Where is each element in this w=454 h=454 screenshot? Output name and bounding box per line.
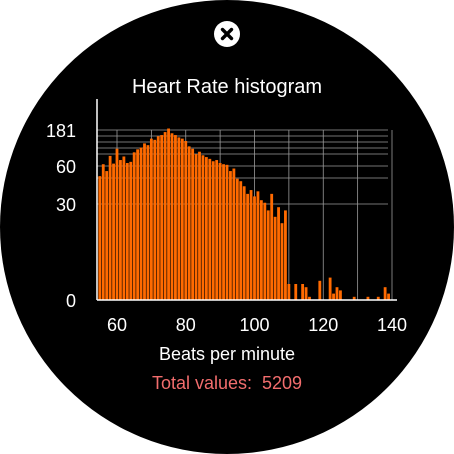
histogram-bar: [215, 160, 219, 300]
histogram-bar: [366, 296, 370, 300]
y-tick-label: 181: [46, 121, 76, 141]
histogram-bar: [266, 210, 270, 300]
histogram-bar: [218, 163, 222, 300]
histogram-bar: [263, 202, 267, 300]
histogram-bar: [187, 146, 191, 300]
x-tick-label: 60: [107, 315, 127, 335]
histogram-bar: [249, 190, 253, 300]
histogram-bar: [160, 135, 164, 300]
histogram-bar: [339, 290, 342, 300]
histogram-bar: [352, 296, 356, 300]
histogram-bar: [376, 296, 380, 300]
histogram-bar: [163, 132, 167, 300]
histogram-bar: [194, 154, 198, 300]
total-values: Total values: 5209: [0, 372, 454, 394]
histogram-bar: [156, 136, 160, 300]
histogram-bar: [136, 149, 140, 300]
histogram-bar: [198, 151, 201, 300]
histogram-bar: [304, 287, 308, 300]
histogram-bar: [232, 168, 236, 300]
histogram-bar: [308, 296, 311, 300]
histogram-bar: [318, 280, 322, 300]
histogram-bar: [253, 196, 256, 300]
histogram-bar: [246, 193, 250, 300]
histogram-bar: [119, 160, 122, 300]
histogram-bar: [122, 156, 126, 300]
histogram-bar: [153, 139, 157, 300]
histogram-bar: [132, 152, 136, 300]
y-tick-label: 30: [56, 195, 76, 215]
histogram-bar: [204, 157, 208, 300]
histogram-bar: [191, 148, 195, 300]
histogram-bar: [387, 293, 390, 300]
histogram-bar: [180, 138, 184, 300]
histogram-bar: [383, 287, 387, 300]
histogram-bar: [177, 137, 181, 300]
histogram-bar: [242, 186, 246, 300]
histogram-bar: [174, 135, 177, 300]
x-axis-label: Beats per minute: [158, 344, 296, 364]
y-tick-label: 0: [66, 291, 76, 311]
histogram-bar: [149, 138, 153, 300]
histogram-bar: [277, 207, 280, 300]
histogram-bar: [270, 193, 274, 300]
histogram-bar: [335, 287, 339, 300]
histogram-bar: [259, 200, 263, 300]
close-button[interactable]: [214, 21, 240, 47]
x-tick-label: 120: [308, 315, 338, 335]
x-tick-label: 140: [377, 315, 407, 335]
total-values-count: 5209: [262, 373, 303, 393]
histogram-bar: [167, 128, 170, 300]
histogram-bar: [332, 293, 335, 300]
histogram-bar: [294, 284, 298, 300]
histogram-bar: [280, 223, 284, 300]
histogram-bar: [101, 164, 105, 300]
histogram-bar: [211, 161, 215, 300]
histogram-bar: [235, 178, 239, 300]
chart-title: Heart Rate histogram: [131, 76, 323, 98]
histogram-bar: [222, 164, 225, 300]
histogram-bar: [328, 277, 332, 300]
histogram-bar: [139, 147, 143, 300]
histogram-bar: [108, 155, 112, 300]
histogram-bar: [129, 161, 133, 300]
histogram-bar: [208, 158, 212, 300]
close-icon: [220, 27, 234, 41]
histogram-bar: [287, 284, 291, 300]
histogram-bar: [112, 163, 115, 300]
histogram-bar: [229, 171, 232, 300]
histogram-bar: [301, 284, 305, 300]
total-values-label: Total values:: [151, 373, 252, 393]
histogram-bar: [256, 191, 260, 300]
histogram-bar: [146, 145, 150, 300]
y-tick-label: 60: [56, 157, 76, 177]
histogram-bar: [184, 141, 188, 300]
histogram-bar: [284, 210, 287, 300]
histogram-bar: [239, 181, 243, 300]
histogram-bar: [98, 176, 102, 300]
histogram-bar: [105, 171, 109, 300]
histogram-bar: [201, 155, 205, 300]
histogram-bar: [170, 133, 174, 300]
histogram-bar: [273, 216, 277, 300]
x-tick-label: 80: [176, 315, 196, 335]
histogram-bar: [125, 163, 129, 300]
histogram-bar: [143, 143, 146, 300]
histogram-bar: [115, 148, 119, 300]
histogram-bar: [225, 164, 229, 300]
x-tick-label: 100: [239, 315, 269, 335]
